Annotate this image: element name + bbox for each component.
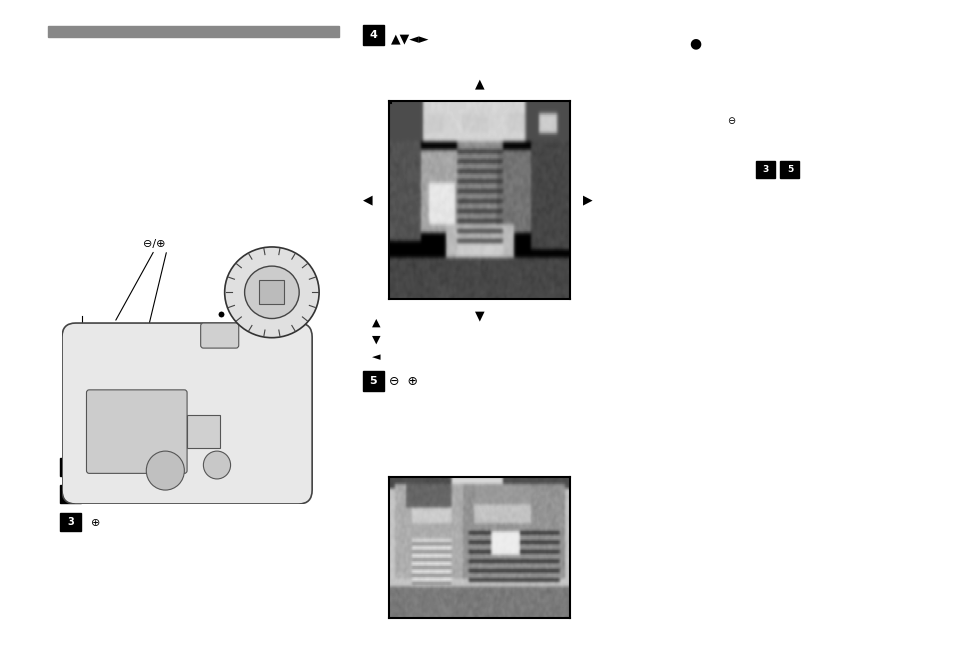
- Text: 2: 2: [67, 489, 74, 499]
- Text: 5: 5: [786, 165, 792, 174]
- Bar: [60, 513, 81, 531]
- Text: ▼: ▼: [372, 335, 380, 344]
- Text: ⊖: ⊖: [726, 116, 735, 126]
- Bar: [259, 280, 284, 304]
- Text: ▲: ▲: [475, 77, 484, 91]
- Text: ►: ►: [372, 370, 380, 379]
- Text: 3: 3: [761, 165, 767, 174]
- Text: ⊖  ⊕: ⊖ ⊕: [389, 374, 417, 388]
- Bar: [780, 161, 799, 178]
- Circle shape: [146, 451, 184, 490]
- Bar: [60, 458, 81, 476]
- Text: ◀: ◀: [363, 194, 373, 206]
- Text: 5: 5: [369, 376, 376, 386]
- Bar: [187, 415, 219, 448]
- Bar: [60, 485, 81, 503]
- Text: ▲: ▲: [372, 318, 380, 327]
- Text: ●: ●: [688, 37, 700, 50]
- Circle shape: [225, 247, 318, 338]
- Text: ◀▶: ◀▶: [91, 490, 108, 499]
- Text: ▲▼◄►: ▲▼◄►: [391, 32, 429, 46]
- Bar: [755, 161, 774, 178]
- Text: ▼: ▼: [475, 309, 484, 323]
- Text: ▶: ▶: [91, 461, 98, 470]
- Text: 1: 1: [67, 462, 74, 472]
- FancyBboxPatch shape: [62, 323, 312, 504]
- Circle shape: [203, 451, 231, 479]
- FancyBboxPatch shape: [87, 390, 187, 473]
- Text: 3: 3: [67, 517, 74, 527]
- Bar: [362, 25, 383, 45]
- FancyBboxPatch shape: [200, 323, 238, 348]
- Bar: [362, 371, 383, 391]
- Circle shape: [244, 266, 299, 319]
- Text: ▶: ▶: [582, 194, 592, 206]
- Bar: [48, 26, 338, 37]
- Text: ◄: ◄: [372, 353, 380, 362]
- Text: ⊖/⊕: ⊖/⊕: [143, 239, 166, 249]
- Text: 4: 4: [369, 30, 376, 40]
- Text: ⊕: ⊕: [91, 518, 100, 528]
